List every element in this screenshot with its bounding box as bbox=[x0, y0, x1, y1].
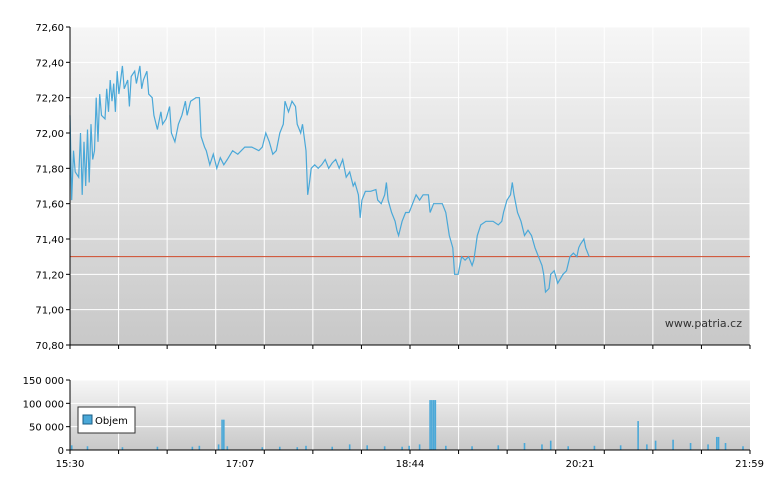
volume-bar bbox=[724, 443, 727, 450]
volume-bar bbox=[654, 440, 657, 450]
volume-bar bbox=[672, 439, 674, 450]
volume-bar bbox=[366, 445, 368, 450]
volume-bar bbox=[742, 446, 744, 450]
volume-y-tick-label: 50 000 bbox=[29, 423, 64, 434]
volume-y-axis: 0 50 000 100 000 150 000 bbox=[23, 376, 70, 457]
price-gridlines bbox=[70, 26, 751, 345]
price-y-tick-label: 71,40 bbox=[35, 235, 64, 246]
volume-y-tick-label: 100 000 bbox=[23, 399, 64, 410]
price-y-tick-label: 70,80 bbox=[35, 341, 64, 352]
volume-bar bbox=[646, 444, 648, 450]
volume-bar bbox=[593, 445, 596, 450]
volume-bar bbox=[296, 447, 299, 450]
volume-bar bbox=[198, 445, 201, 450]
x-tick-label: 20:21 bbox=[566, 459, 595, 470]
volume-bar bbox=[278, 446, 281, 450]
price-y-tick-label: 71,00 bbox=[35, 306, 64, 317]
volume-bar bbox=[217, 444, 220, 450]
volume-bar bbox=[348, 444, 351, 450]
volume-y-tick-label: 0 bbox=[58, 446, 64, 457]
volume-bar bbox=[445, 445, 447, 450]
volume-bar bbox=[86, 446, 89, 450]
volume-bar bbox=[226, 446, 229, 450]
volume-bar bbox=[408, 445, 410, 450]
volume-bar bbox=[432, 400, 435, 450]
x-tick-label: 18:44 bbox=[396, 459, 425, 470]
price-y-tick-label: 71,80 bbox=[35, 164, 64, 175]
volume-bar bbox=[121, 447, 124, 450]
volume-bar bbox=[383, 446, 386, 450]
volume-bar bbox=[619, 445, 622, 450]
legend-label: Objem bbox=[95, 416, 128, 427]
volume-bar bbox=[429, 400, 431, 450]
x-tick-label: 17:07 bbox=[226, 459, 255, 470]
price-y-tick-label: 72,40 bbox=[35, 58, 64, 69]
volume-bar bbox=[497, 445, 500, 450]
watermark-text: www.patria.cz bbox=[665, 317, 742, 330]
price-y-tick-label: 72,00 bbox=[35, 129, 64, 140]
price-x-ticks bbox=[69, 345, 751, 349]
volume-bar bbox=[715, 436, 718, 450]
volume-bar bbox=[223, 419, 225, 450]
volume-x-axis-ticks: 15:30 17:07 18:44 20:21 21:59 bbox=[56, 450, 764, 470]
x-tick-label: 21:59 bbox=[735, 459, 764, 470]
price-series-line bbox=[69, 65, 590, 294]
volume-bar bbox=[689, 443, 692, 450]
price-y-axis: 70,80 71,00 71,20 71,40 71,60 71,80 72,00 72,20… bbox=[35, 23, 70, 352]
volume-bar bbox=[549, 440, 552, 450]
volume-bar bbox=[261, 447, 264, 450]
volume-bar bbox=[567, 446, 570, 450]
x-tick-label: 15:30 bbox=[56, 459, 85, 470]
price-panel: 70,80 71,00 71,20 71,40 71,60 71,80 72,00 72,20… bbox=[35, 23, 751, 352]
volume-bar bbox=[431, 400, 433, 450]
volume-bars bbox=[70, 400, 744, 450]
price-y-tick-label: 72,20 bbox=[35, 94, 64, 105]
volume-bar bbox=[471, 446, 473, 450]
volume-bar bbox=[541, 444, 543, 450]
volume-bar bbox=[717, 436, 720, 450]
price-y-tick-label: 71,60 bbox=[35, 200, 64, 211]
volume-bar bbox=[70, 445, 73, 450]
volume-bar bbox=[305, 445, 307, 450]
volume-y-tick-label: 150 000 bbox=[23, 376, 64, 387]
volume-legend: Objem bbox=[77, 406, 136, 434]
price-y-tick-label: 72,60 bbox=[35, 23, 64, 34]
volume-bar bbox=[401, 446, 403, 450]
volume-bar bbox=[707, 444, 709, 450]
volume-bar bbox=[221, 419, 223, 450]
legend-swatch bbox=[82, 414, 93, 425]
volume-panel: 0 50 000 100 000 150 000 15:30 17:07 18:44 20:… bbox=[23, 376, 764, 470]
volume-bar bbox=[637, 421, 639, 450]
volume-bar bbox=[191, 446, 194, 450]
volume-bar bbox=[434, 400, 437, 450]
volume-bar bbox=[156, 446, 159, 450]
volume-gridlines bbox=[70, 379, 750, 450]
volume-bar bbox=[523, 443, 526, 450]
volume-bar bbox=[418, 444, 421, 450]
price-y-tick-label: 71,20 bbox=[35, 270, 64, 281]
volume-bar bbox=[331, 446, 334, 450]
